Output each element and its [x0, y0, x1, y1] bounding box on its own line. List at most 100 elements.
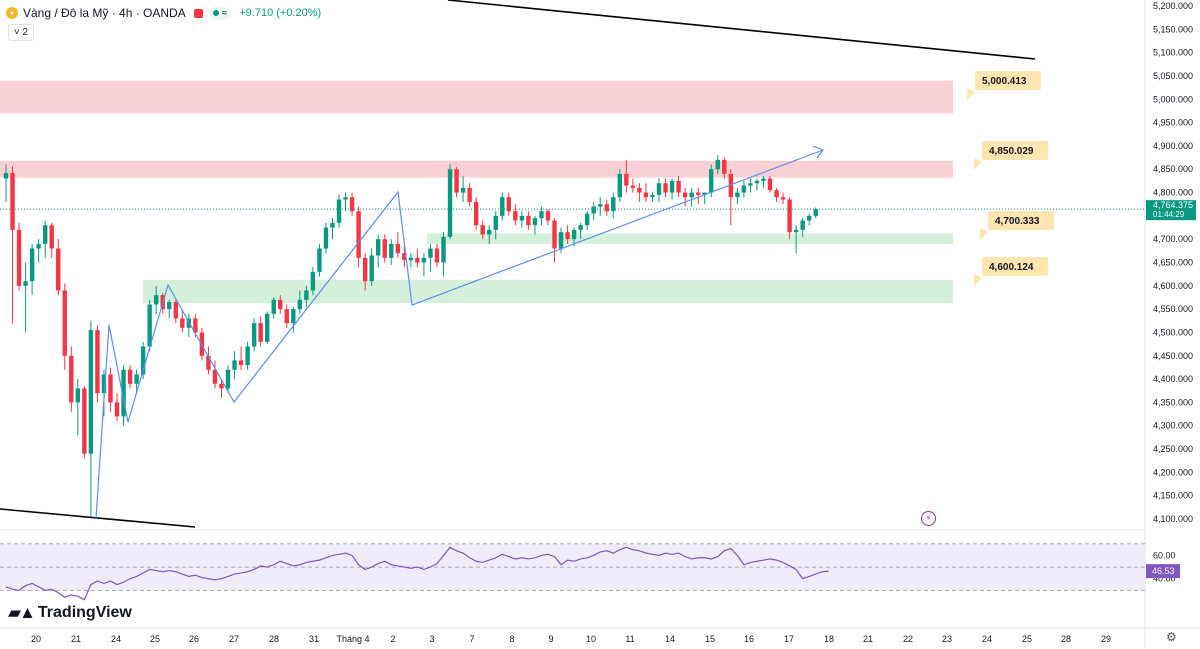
time-tick-label: 29 [1101, 634, 1111, 644]
candle [271, 297, 276, 319]
candle [323, 222, 329, 254]
candle-body [709, 169, 714, 193]
candle-body [206, 355, 211, 370]
candle [395, 232, 400, 258]
price-tick-label: 4,400.000 [1153, 374, 1193, 384]
candle [624, 159, 629, 193]
price-tick-label: 4,450.000 [1153, 351, 1193, 361]
candle-body [317, 248, 322, 272]
candle-body [56, 248, 61, 291]
candle-body [487, 229, 492, 235]
lightning-icon[interactable]: ⚡ [921, 511, 936, 526]
level-label: 4,600.124 [974, 257, 1048, 286]
candle [349, 192, 355, 216]
candle-body [297, 299, 303, 310]
candle [630, 178, 636, 193]
candle-body [82, 388, 87, 454]
candle [108, 367, 113, 412]
candle-body [140, 346, 146, 375]
time-tick-label: 25 [1022, 634, 1032, 644]
candle [604, 199, 609, 216]
settings-gear-icon[interactable]: ⚙ [1166, 630, 1177, 644]
time-tick-label: 7 [469, 634, 474, 644]
candle [245, 341, 250, 370]
candle-body [637, 187, 642, 193]
candle [95, 325, 100, 403]
time-tick-label: 9 [548, 634, 553, 644]
candle-body [212, 369, 218, 384]
candle [689, 187, 694, 207]
candle [23, 262, 28, 333]
candle-body [193, 318, 198, 333]
candle-body [552, 220, 557, 249]
candle-body [434, 248, 440, 263]
candle [735, 187, 740, 205]
candle-body [676, 180, 681, 193]
symbol-title[interactable]: Vàng / Đô la Mỹ · 4h · OANDA [23, 6, 186, 20]
candle-body [428, 248, 433, 258]
candle-body [630, 185, 636, 188]
candle [369, 248, 374, 286]
candle-body [402, 253, 407, 261]
candle [310, 267, 316, 296]
candle [69, 346, 74, 412]
candle [584, 211, 590, 230]
time-tick-label: 24 [982, 634, 992, 644]
time-tick-label: 28 [269, 634, 279, 644]
price-tick-label: 4,700.000 [1153, 234, 1193, 244]
candle [212, 360, 218, 389]
candle [780, 192, 786, 205]
time-tick-label: 22 [903, 634, 913, 644]
candle [42, 220, 48, 258]
candle-body [506, 197, 512, 212]
time-tick-label: 26 [189, 634, 199, 644]
time-tick-label: 31 [309, 634, 319, 644]
candle-body [245, 346, 250, 366]
candle [493, 211, 498, 240]
candle [3, 164, 9, 202]
tradingview-logo[interactable]: ▰▲ TradingView [8, 603, 132, 623]
price-tick-label: 4,550.000 [1153, 304, 1193, 314]
candle [611, 192, 616, 219]
candle-body [284, 309, 289, 324]
level-label-box [982, 257, 1048, 276]
candle [317, 243, 322, 277]
candle-body [29, 248, 35, 282]
candle [428, 243, 433, 272]
level-label-text: 4,850.029 [989, 146, 1034, 157]
rsi-tick-label: 60.00 [1153, 550, 1176, 560]
candle [598, 197, 603, 216]
market-status-badge[interactable]: ≈ [208, 6, 232, 20]
tradingview-mark-icon: ▰▲ [8, 603, 36, 622]
candle-body [715, 159, 720, 170]
candle-body [23, 281, 28, 286]
candle [415, 248, 420, 268]
candle-body [591, 206, 596, 214]
candle-body [42, 225, 48, 244]
candle-body [793, 229, 799, 233]
candle [36, 239, 41, 263]
candle [49, 222, 54, 258]
candle [121, 365, 126, 426]
indicator-collapse-button[interactable]: ˅ 2 [8, 24, 34, 41]
candle-body [617, 173, 623, 198]
candle-body [604, 204, 609, 212]
candle [467, 183, 472, 207]
candle [741, 180, 747, 198]
candle-body [571, 229, 577, 240]
candle [793, 225, 799, 254]
candle-body [232, 360, 237, 370]
candle [526, 211, 531, 230]
candle [617, 169, 623, 202]
candle [180, 309, 185, 333]
candle-body [62, 290, 67, 356]
level-label-box [988, 211, 1054, 230]
wave-pattern-line [95, 149, 824, 519]
candle-body [526, 215, 531, 226]
price-tick-label: 5,100.000 [1153, 48, 1193, 58]
candle [343, 192, 348, 212]
price-tick-label: 4,250.000 [1153, 444, 1193, 454]
time-tick-label: 23 [942, 634, 952, 644]
price-tick-label: 4,600.000 [1153, 281, 1193, 291]
